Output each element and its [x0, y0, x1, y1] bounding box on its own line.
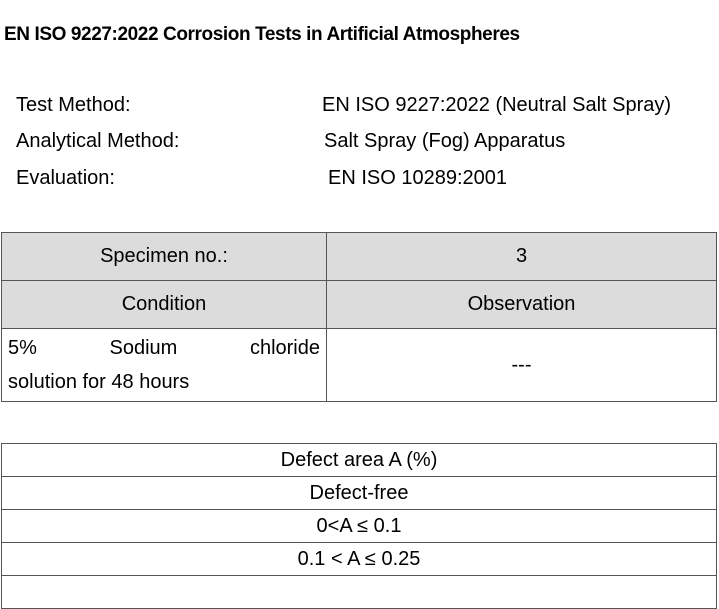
defect-row [1, 575, 717, 609]
table-row: Defect-free [1, 476, 717, 510]
defect-row: Defect-free [1, 476, 717, 510]
specimen-table: Specimen no.: 3 Condition Observation 5%… [1, 232, 717, 402]
table-row: Defect area A (%) [1, 443, 717, 477]
condition-header: Condition [1, 280, 327, 329]
table-row: 0<A ≤ 0.1 [1, 509, 717, 543]
defect-area-header: Defect area A (%) [1, 443, 717, 477]
test-method-value: EN ISO 9227:2022 (Neutral Salt Spray) [322, 94, 672, 116]
analytical-method-label: Analytical Method: [16, 130, 180, 152]
test-method-label: Test Method: [16, 94, 131, 116]
defect-row: 0<A ≤ 0.1 [1, 509, 717, 543]
table-row: Condition Observation [1, 280, 717, 329]
analytical-method-value: Salt Spray (Fog) Apparatus [324, 130, 566, 152]
condition-line-1: 5% Sodium chloride [8, 337, 320, 359]
table-row: 0.1 < A ≤ 0.25 [1, 542, 717, 576]
defect-area-table: Defect area A (%) Defect-free 0<A ≤ 0.1 … [1, 443, 717, 609]
table-row: Specimen no.: 3 [1, 232, 717, 281]
evaluation-label: Evaluation: [16, 167, 115, 189]
document-title: EN ISO 9227:2022 Corrosion Tests in Arti… [4, 24, 520, 45]
defect-row: 0.1 < A ≤ 0.25 [1, 542, 717, 576]
observation-value: --- [326, 328, 717, 402]
specimen-value: 3 [326, 232, 717, 281]
table-row: 5% Sodium chloride solution for 48 hours… [1, 328, 717, 402]
evaluation-value: EN ISO 10289:2001 [328, 167, 508, 189]
condition-cell: 5% Sodium chloride solution for 48 hours [1, 328, 327, 402]
observation-header: Observation [326, 280, 717, 329]
specimen-label: Specimen no.: [1, 232, 327, 281]
condition-line-2: solution for 48 hours [8, 371, 190, 393]
table-row [1, 575, 717, 609]
